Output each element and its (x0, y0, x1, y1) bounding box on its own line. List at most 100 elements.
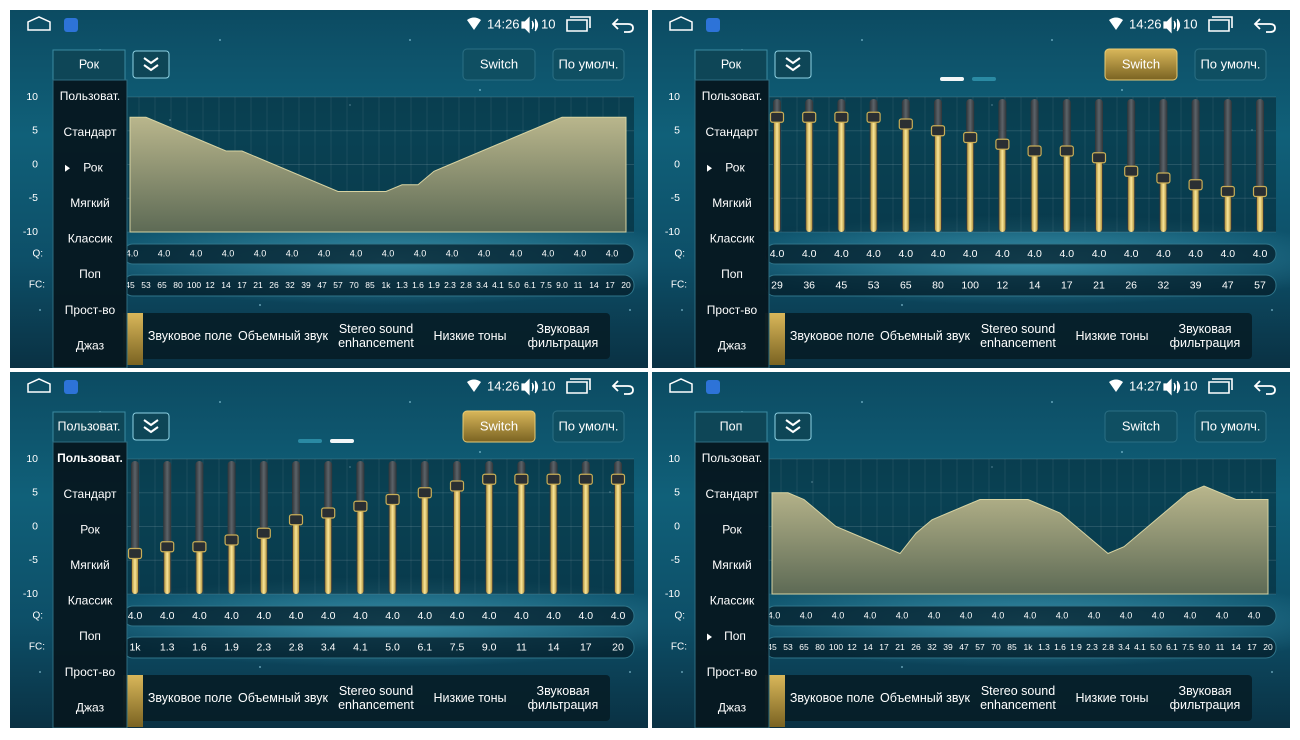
preset-button[interactable] (52, 411, 126, 443)
slider-knob[interactable] (546, 473, 561, 485)
preset-option[interactable]: Прост-во (65, 665, 116, 679)
slider-knob[interactable] (482, 473, 497, 485)
preset-option[interactable]: Прост-во (707, 665, 758, 679)
back-icon[interactable] (1253, 18, 1276, 33)
tab[interactable]: Звуковая фильтрация (1157, 313, 1253, 359)
default-button[interactable] (552, 410, 625, 443)
dropdown-toggle[interactable] (774, 50, 812, 79)
tab[interactable]: Stereo sound enhancement (328, 313, 424, 359)
preset-option[interactable]: Классик (68, 594, 113, 608)
preset-option[interactable]: Рок (80, 522, 100, 536)
slider-knob[interactable] (449, 480, 465, 492)
preset-option[interactable]: Мягкий (712, 558, 752, 572)
slider-knob[interactable] (578, 473, 593, 485)
switch-button[interactable] (462, 410, 536, 443)
dropdown-toggle[interactable] (132, 50, 170, 79)
preset-option[interactable]: Джаз (718, 700, 747, 714)
preset-option[interactable]: Классик (710, 232, 755, 246)
tab[interactable]: Звуковая фильтрация (515, 313, 611, 359)
slider-knob[interactable] (1059, 145, 1074, 157)
back-icon[interactable] (611, 380, 634, 395)
tab[interactable]: Stereo sound enhancement (970, 313, 1066, 359)
slider-knob[interactable] (417, 487, 432, 499)
preset-option[interactable]: Джаз (76, 700, 105, 714)
slider-knob[interactable] (930, 125, 946, 137)
preset-option[interactable]: Стандарт (64, 125, 117, 139)
tab[interactable]: Объемный звук (235, 675, 331, 721)
slider-knob[interactable] (995, 138, 1010, 150)
tab[interactable]: Stereo sound enhancement (970, 675, 1066, 721)
tab[interactable]: Звуковое поле (784, 313, 880, 359)
slider-knob[interactable] (610, 473, 626, 485)
slider-knob[interactable] (834, 111, 849, 123)
tab[interactable]: Низкие тоны (422, 675, 518, 721)
tab[interactable]: Звуковая фильтрация (1157, 675, 1253, 721)
tab-label[interactable]: Низкие тоны (433, 328, 507, 343)
recent-icon[interactable] (1208, 16, 1233, 32)
recent-icon[interactable] (566, 16, 591, 32)
tab-label[interactable]: Stereo sound enhancement (980, 683, 1056, 712)
dropdown-toggle[interactable] (774, 412, 812, 441)
preset-option[interactable]: Стандарт (706, 125, 759, 139)
tab[interactable]: Звуковое поле (142, 313, 238, 359)
tab-label[interactable]: Звуковое поле (147, 690, 233, 705)
tab-label[interactable]: Звуковое поле (147, 328, 233, 343)
tab-label[interactable]: Объемный звук (238, 328, 328, 343)
slider-knob[interactable] (192, 541, 207, 553)
preset-option[interactable]: Рок (83, 160, 103, 174)
preset-button[interactable] (52, 49, 126, 81)
tab[interactable]: Звуковая фильтрация (515, 675, 611, 721)
slider-knob[interactable] (385, 493, 400, 506)
slider-knob[interactable] (514, 473, 529, 485)
preset-option[interactable]: Джаз (76, 338, 105, 352)
tab-label[interactable]: Низкие тоны (1075, 690, 1149, 705)
preset-option[interactable]: Классик (710, 594, 755, 608)
default-button[interactable] (552, 48, 625, 81)
preset-option[interactable]: Пользоват. (60, 89, 120, 103)
tab[interactable]: Звуковое поле (784, 675, 880, 721)
preset-option[interactable]: Пользоват. (702, 89, 762, 103)
slider-knob[interactable] (963, 131, 978, 144)
preset-option[interactable]: Мягкий (70, 558, 110, 572)
preset-button[interactable] (694, 49, 768, 81)
preset-option[interactable]: Рок (725, 160, 745, 174)
tab-label[interactable]: Объемный звук (238, 690, 328, 705)
preset-option[interactable]: Прост-во (65, 303, 116, 317)
slider-knob[interactable] (160, 541, 175, 553)
slider-knob[interactable] (1188, 179, 1203, 191)
slider-knob[interactable] (866, 111, 881, 123)
tab-label[interactable]: Stereo sound enhancement (980, 321, 1056, 350)
tab-label[interactable]: Звуковая фильтрация (527, 321, 599, 350)
preset-option[interactable]: Мягкий (70, 196, 110, 210)
preset-option[interactable]: Стандарт (706, 487, 759, 501)
tab[interactable]: Объемный звук (235, 313, 331, 359)
preset-option[interactable]: Стандарт (64, 487, 117, 501)
tab-label[interactable]: Низкие тоны (1075, 328, 1149, 343)
back-icon[interactable] (611, 18, 634, 33)
slider-knob[interactable] (1027, 145, 1042, 157)
tab-label[interactable]: Stereo sound enhancement (338, 321, 414, 350)
tab[interactable]: Объемный звук (877, 675, 973, 721)
dropdown-toggle[interactable] (132, 412, 170, 441)
slider-knob[interactable] (802, 111, 817, 123)
tab[interactable]: Звуковое поле (142, 675, 238, 721)
tab[interactable]: Низкие тоны (422, 313, 518, 359)
slider-knob[interactable] (1220, 185, 1235, 198)
preset-option[interactable]: Прост-во (707, 303, 758, 317)
preset-option[interactable]: Поп (724, 629, 746, 643)
slider-knob[interactable] (898, 118, 913, 130)
back-icon[interactable] (1253, 380, 1276, 395)
switch-button[interactable] (462, 48, 536, 81)
slider-knob[interactable] (353, 500, 368, 512)
preset-option[interactable]: Рок (722, 522, 742, 536)
slider-knob[interactable] (1156, 172, 1171, 184)
slider-knob[interactable] (288, 514, 304, 526)
tab[interactable]: Низкие тоны (1064, 313, 1160, 359)
preset-option[interactable]: Пользоват. (57, 451, 123, 465)
slider-knob[interactable] (769, 111, 785, 123)
recent-icon[interactable] (566, 378, 591, 394)
slider-knob[interactable] (224, 534, 239, 546)
tab-label[interactable]: Звуковое поле (789, 328, 875, 343)
tab-label[interactable]: Звуковая фильтрация (1169, 683, 1241, 712)
slider-knob[interactable] (256, 527, 271, 539)
